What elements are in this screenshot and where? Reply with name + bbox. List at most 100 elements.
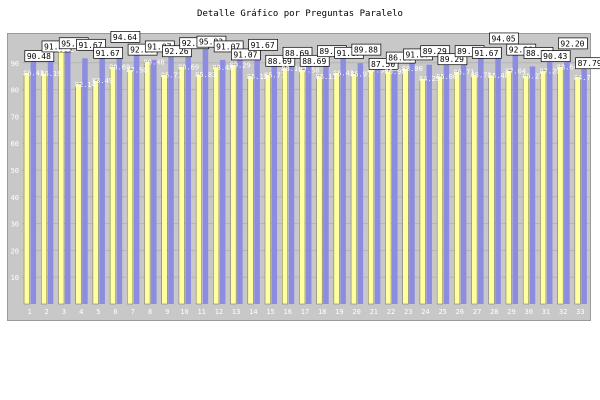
data-label-box: [368, 58, 399, 70]
data-label-text: 89.29: [440, 55, 464, 64]
labels-layer: 86.4390.4886.1991.0795.2495.2482.1491.67…: [23, 31, 600, 89]
x-tick-label: 24: [421, 308, 429, 316]
bar-b: [47, 59, 54, 304]
bar-a: [540, 70, 547, 305]
y-tick-label: 10: [11, 274, 19, 282]
bar-a: [264, 74, 271, 305]
data-label-b: 91.07: [231, 48, 261, 61]
data-label-b: 90.43: [540, 50, 571, 62]
data-label-a: 88.69: [178, 63, 199, 71]
data-label-text: 87.79: [578, 59, 600, 68]
data-label-text: 95.83: [199, 38, 223, 47]
data-label-text: 89.29: [423, 47, 447, 56]
bar-a: [247, 75, 254, 305]
data-label-box: [110, 31, 141, 43]
y-tick-label: 60: [11, 140, 19, 148]
data-label-a: 88.69: [109, 63, 130, 71]
data-label-a: 87.20: [539, 67, 560, 75]
x-tick-label: 1: [27, 308, 31, 316]
data-label-b: 92.26: [162, 45, 192, 58]
bar-b: [237, 59, 243, 304]
data-label-text: 90.43: [543, 52, 567, 61]
data-label-text: 89.29: [457, 47, 481, 56]
data-label-box: [282, 46, 313, 59]
x-tick-label: 19: [335, 308, 343, 316]
data-label-a: 86.43: [23, 69, 44, 77]
x-tick-label: 23: [404, 308, 412, 316]
bar-a: [75, 83, 82, 305]
x-tick-label: 27: [473, 308, 481, 316]
data-label-a: 83.49: [92, 77, 113, 85]
x-tick-label: 22: [387, 308, 395, 316]
x-tick-label: 20: [352, 308, 360, 316]
bar-a: [299, 69, 306, 305]
x-tick-label: 6: [114, 308, 118, 316]
bar-b: [564, 56, 570, 305]
data-label-a: 85.11: [316, 73, 337, 81]
data-label-text: 91.67: [78, 41, 102, 50]
data-label-text: 91.07: [233, 50, 257, 59]
bar-b: [340, 58, 346, 304]
data-label-a: 84.77: [574, 74, 595, 82]
data-label-b: 87.50: [368, 58, 399, 70]
bar-b: [478, 58, 484, 304]
data-label-text: 92.86: [130, 46, 154, 55]
bars-layer: [23, 47, 587, 305]
bar-a: [109, 66, 116, 305]
data-label-text: 91.07: [216, 42, 240, 51]
bar-b: [374, 69, 381, 304]
bar-a: [127, 69, 134, 305]
data-label-box: [558, 37, 588, 50]
data-label-a: 87.54: [367, 66, 388, 74]
data-label-b: 91.07: [213, 40, 244, 53]
bar-a: [368, 69, 375, 305]
data-label-a: 85.48: [488, 72, 509, 80]
data-label-text: 89.29: [319, 47, 343, 56]
x-tick-label: 4: [79, 308, 83, 316]
data-label-box: [437, 53, 468, 66]
bar-a: [505, 70, 512, 305]
x-tick-label: 13: [232, 308, 240, 316]
data-label-text: 87.50: [371, 60, 395, 69]
data-label-text: 89.88: [354, 46, 378, 55]
x-tick-label: 28: [490, 308, 498, 316]
bar-a: [178, 66, 185, 305]
x-tick-label: 31: [542, 308, 550, 316]
data-label-text: 91.67: [251, 41, 275, 50]
bar-b: [116, 50, 123, 304]
bar-b: [409, 59, 415, 304]
x-tick-label: 5: [96, 308, 100, 316]
bar-a: [161, 74, 168, 305]
bar-b: [288, 66, 295, 305]
x-tick-label: 18: [318, 308, 326, 316]
data-label-text: 91.67: [96, 49, 120, 58]
y-tick-label: 30: [11, 221, 19, 229]
data-label-box: [575, 57, 600, 70]
data-label-text: 88.64: [526, 49, 550, 58]
bar-a: [454, 71, 461, 305]
data-label-b: 91.67: [93, 46, 124, 59]
data-label-box: [162, 45, 192, 58]
data-label-text: 92.86: [509, 46, 533, 55]
chart-title: Detalle Gráfico por Preguntas Paralelo: [197, 9, 403, 19]
bar-a: [402, 67, 409, 305]
data-label-a: 89.29: [230, 62, 251, 70]
data-label-a: 85.97: [350, 71, 371, 79]
data-label-b: 91.67: [471, 46, 502, 59]
bar-a: [230, 64, 237, 305]
bar-a: [488, 74, 495, 305]
bar-a: [316, 75, 323, 305]
data-label-b: 88.69: [299, 54, 330, 67]
data-label-a: 90.48: [144, 59, 165, 67]
bar-b: [529, 66, 536, 305]
data-label-text: 90.48: [27, 52, 51, 61]
bar-b: [219, 59, 226, 304]
data-label-a: 88.64: [557, 63, 578, 71]
bar-b: [254, 58, 260, 304]
data-label-box: [24, 50, 55, 62]
bar-a: [350, 73, 357, 305]
x-tick-label: 16: [284, 308, 292, 316]
data-label-text: 91.07: [147, 42, 171, 51]
bar-b: [305, 66, 312, 305]
